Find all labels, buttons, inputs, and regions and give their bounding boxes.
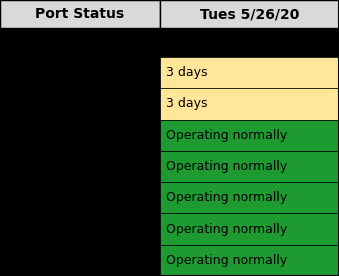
Bar: [160, 120, 339, 151]
Bar: [160, 57, 339, 88]
Bar: [0, 88, 160, 120]
Text: Operating normally: Operating normally: [166, 222, 287, 236]
Text: Operating normally: Operating normally: [166, 160, 287, 173]
Text: 3 days: 3 days: [166, 66, 207, 79]
Text: Port Status: Port Status: [36, 7, 124, 21]
Text: Operating normally: Operating normally: [166, 191, 287, 204]
Bar: [160, 182, 339, 213]
Bar: [0, 57, 160, 88]
Bar: [160, 0, 339, 28]
Bar: [0, 182, 160, 213]
Bar: [0, 28, 339, 57]
Text: Tues 5/26/20: Tues 5/26/20: [200, 7, 299, 21]
Bar: [0, 151, 160, 182]
Bar: [0, 245, 160, 276]
Bar: [0, 120, 160, 151]
Bar: [160, 245, 339, 276]
Bar: [0, 0, 160, 28]
Bar: [0, 213, 160, 245]
Text: Operating normally: Operating normally: [166, 254, 287, 267]
Text: Operating normally: Operating normally: [166, 129, 287, 142]
Bar: [160, 88, 339, 120]
Bar: [160, 151, 339, 182]
Text: 3 days: 3 days: [166, 97, 207, 110]
Bar: [160, 213, 339, 245]
